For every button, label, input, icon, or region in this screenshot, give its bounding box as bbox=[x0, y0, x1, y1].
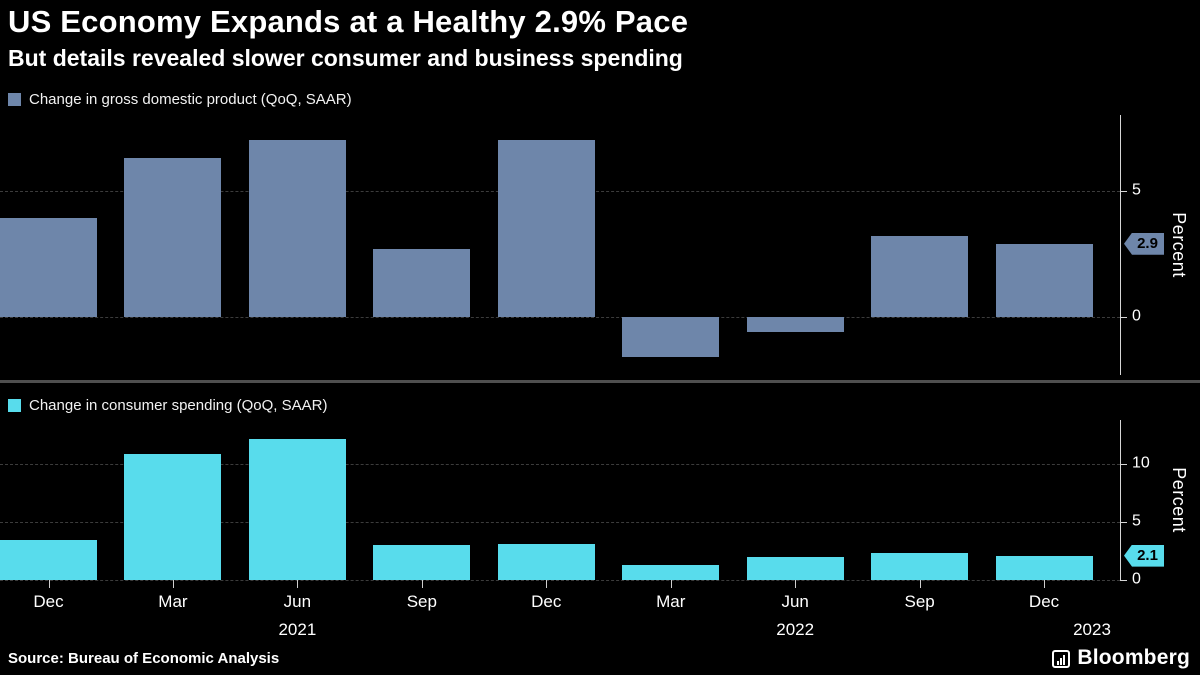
bar-jun bbox=[248, 140, 346, 317]
source-note: Source: Bureau of Economic Analysis bbox=[8, 649, 280, 667]
bar-sep bbox=[373, 545, 471, 580]
consumer-legend-swatch-icon bbox=[8, 399, 21, 412]
bloomberg-logo: Bloomberg bbox=[1052, 646, 1190, 670]
consumer-legend: Change in consumer spending (QoQ, SAAR) bbox=[8, 397, 327, 414]
chart-title: US Economy Expands at a Healthy 2.9% Pac… bbox=[8, 4, 689, 39]
x-axis-label: Sep bbox=[406, 592, 437, 611]
gdp-legend-swatch-icon bbox=[8, 93, 21, 106]
x-axis-tick bbox=[297, 580, 299, 588]
bloomberg-wordmark: Bloomberg bbox=[1077, 646, 1190, 669]
latest-value-badge: 2.9 bbox=[1124, 232, 1164, 255]
x-axis-label: Dec bbox=[531, 592, 562, 611]
x-axis-label: Dec bbox=[33, 592, 64, 611]
y-axis-tick bbox=[1120, 580, 1127, 581]
consumer-legend-label: Change in consumer spending (QoQ, SAAR) bbox=[29, 397, 328, 414]
y-axis-line bbox=[1120, 420, 1121, 580]
chart-subtitle: But details revealed slower consumer and… bbox=[8, 45, 683, 71]
x-axis-tick bbox=[48, 580, 50, 588]
y-axis-tick-label: 10 bbox=[1132, 454, 1150, 472]
bar-dec bbox=[995, 243, 1093, 317]
bar-sep bbox=[871, 553, 969, 580]
gdp-legend-label: Change in gross domestic product (QoQ, S… bbox=[29, 91, 352, 108]
x-axis-year-label: 2022 bbox=[776, 620, 815, 639]
bar-dec bbox=[0, 540, 97, 580]
y-axis-tick-label: 0 bbox=[1132, 570, 1141, 588]
bloomberg-chart-icon bbox=[1052, 650, 1071, 668]
bar-dec bbox=[0, 218, 97, 317]
bar-mar bbox=[622, 564, 720, 580]
gridline bbox=[0, 463, 1120, 465]
y-axis-tick-label: 5 bbox=[1132, 512, 1141, 530]
x-axis-label: Dec bbox=[1028, 592, 1060, 611]
bar-jun bbox=[746, 316, 844, 333]
bar-mar bbox=[124, 454, 222, 580]
gridline bbox=[0, 580, 1120, 581]
bar-dec bbox=[995, 555, 1093, 580]
x-axis-tick bbox=[1044, 580, 1046, 588]
gridline bbox=[0, 316, 1120, 318]
bar-mar bbox=[124, 157, 222, 317]
x-axis-tick bbox=[919, 580, 921, 588]
consumer-chart: 10 5 0 2.1 Percent bbox=[0, 420, 1200, 588]
x-axis-label: Sep bbox=[904, 592, 935, 611]
x-axis-label: Jun bbox=[781, 592, 809, 611]
y-axis-title: Percent bbox=[1169, 467, 1189, 533]
y-axis-tick-label: 0 bbox=[1132, 307, 1141, 325]
x-axis-year-label: 2021 bbox=[278, 620, 317, 639]
x-axis-label: Jun bbox=[283, 592, 312, 611]
x-axis-tick bbox=[172, 580, 174, 588]
x-axis-tick bbox=[421, 580, 423, 588]
x-axis: Dec Mar Jun Sep Dec Mar Jun Sep Dec 2021 2022 2023 bbox=[0, 580, 1200, 650]
y-axis-tick bbox=[1120, 316, 1127, 318]
footer: Source: Bureau of Economic Analysis Bloo… bbox=[8, 645, 1190, 671]
bar-mar bbox=[622, 316, 720, 358]
bar-dec bbox=[497, 543, 595, 580]
x-axis-tick bbox=[670, 580, 672, 588]
y-axis-tick bbox=[1120, 190, 1127, 192]
bar-sep bbox=[373, 248, 471, 317]
x-axis-year-label: 2023 bbox=[1073, 620, 1111, 639]
gdp-chart: 5 0 2.9 Percent bbox=[0, 115, 1200, 375]
y-axis-tick-label: 5 bbox=[1132, 181, 1141, 199]
gridline bbox=[0, 521, 1120, 523]
gdp-legend: Change in gross domestic product (QoQ, S… bbox=[8, 91, 352, 108]
y-axis-title: Percent bbox=[1169, 212, 1189, 278]
y-axis-tick bbox=[1120, 463, 1127, 465]
bar-jun bbox=[248, 439, 346, 580]
x-axis-tick bbox=[546, 580, 548, 588]
y-axis-line bbox=[1120, 115, 1121, 375]
bar-dec bbox=[497, 140, 595, 317]
x-axis-label: Mar bbox=[158, 592, 188, 611]
latest-value-badge: 2.1 bbox=[1124, 544, 1164, 567]
bar-jun bbox=[746, 556, 844, 580]
y-axis-tick bbox=[1120, 521, 1127, 523]
bar-sep bbox=[871, 236, 969, 317]
x-axis-tick bbox=[795, 580, 797, 588]
panel-divider bbox=[0, 380, 1200, 383]
x-axis-label: Mar bbox=[656, 592, 686, 611]
